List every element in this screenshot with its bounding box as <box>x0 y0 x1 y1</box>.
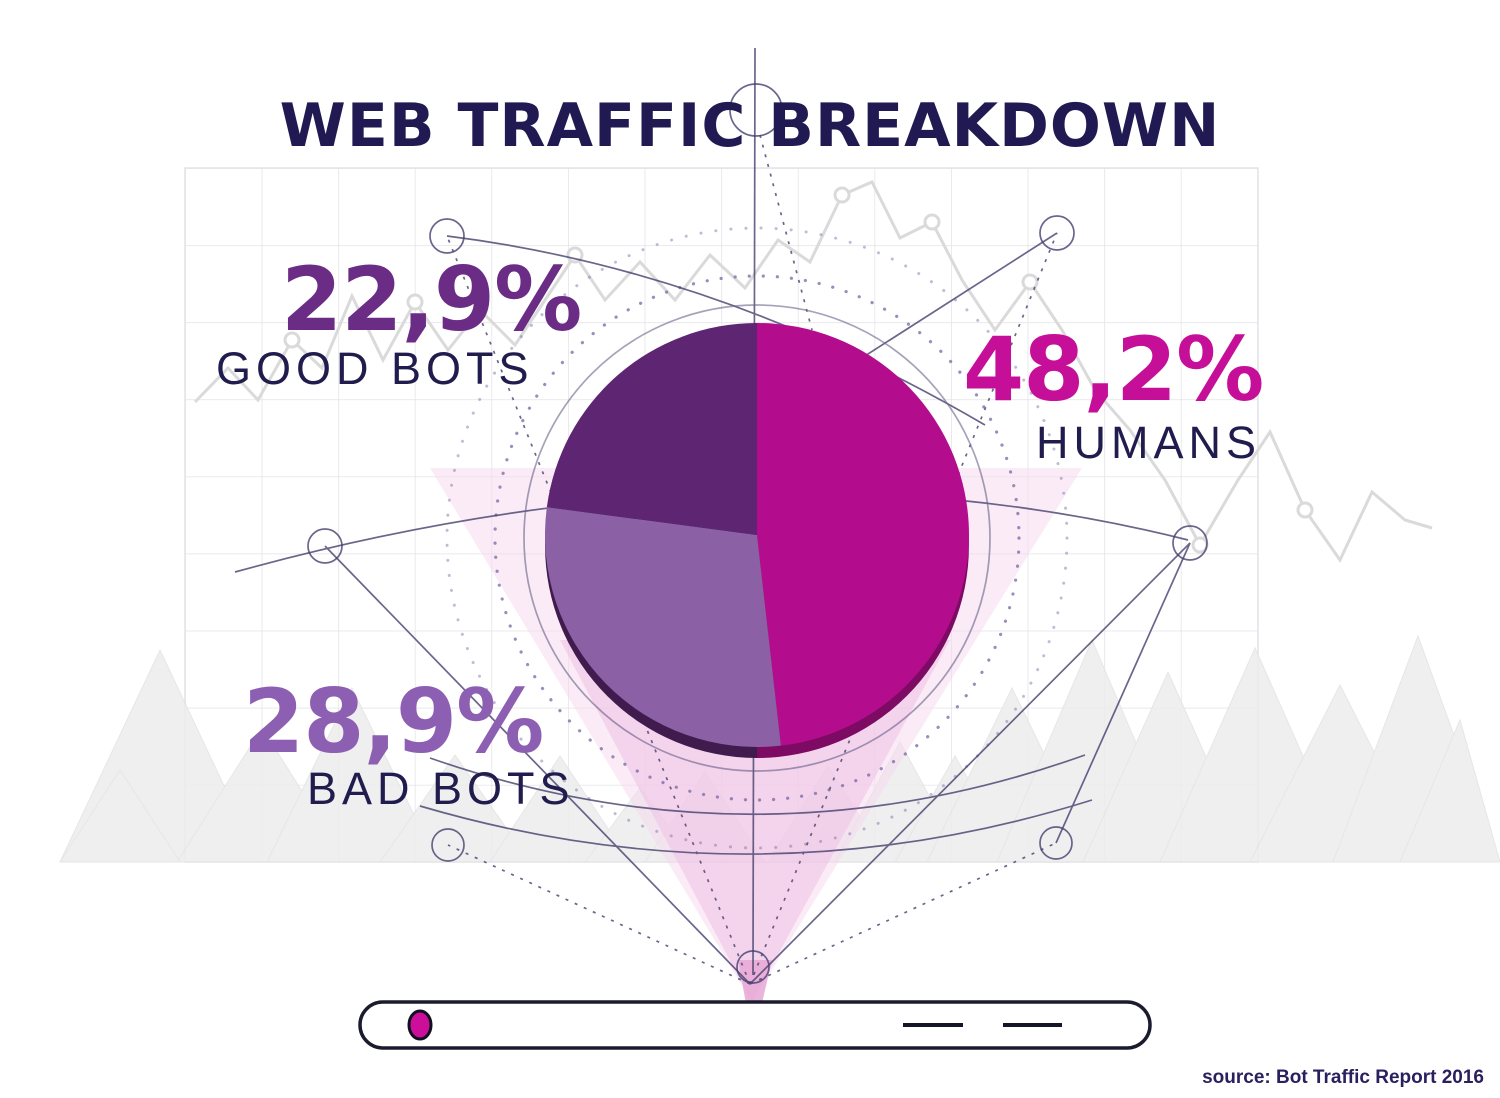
node-top-right <box>1039 215 1075 251</box>
bad-bots-label: BAD BOTS <box>307 763 575 814</box>
browser-bar-illustration <box>358 1000 1152 1050</box>
node-bottom-left <box>431 828 465 862</box>
node-top-left <box>429 218 465 254</box>
node-convergence <box>736 950 770 984</box>
node-bottom-right <box>1039 826 1073 860</box>
node-circles <box>307 83 1208 984</box>
good-bots-percentage: 22,9% <box>281 248 582 351</box>
pie-slice-humans <box>757 323 969 746</box>
node-right <box>1172 525 1208 561</box>
humans-percentage: 48,2% <box>963 318 1264 421</box>
good-bots-label: GOOD BOTS <box>216 343 534 394</box>
pie-chart <box>545 323 969 758</box>
chart-title: WEB TRAFFIC BREAKDOWN <box>279 91 1221 161</box>
source-credit: source: Bot Traffic Report 2016 <box>1202 1067 1484 1088</box>
mountains-decoration <box>59 634 1500 863</box>
browser-dot-icon <box>407 1009 433 1041</box>
pie-slice-bad-bots <box>545 507 781 747</box>
node-left <box>307 528 343 564</box>
pie-slice-good-bots <box>546 323 757 535</box>
dotted-rings <box>445 226 1069 850</box>
bad-bots-percentage: 28,9% <box>243 670 544 773</box>
pie-slices <box>545 323 969 747</box>
node-top-center <box>729 83 783 137</box>
humans-label: HUMANS <box>1036 417 1262 468</box>
